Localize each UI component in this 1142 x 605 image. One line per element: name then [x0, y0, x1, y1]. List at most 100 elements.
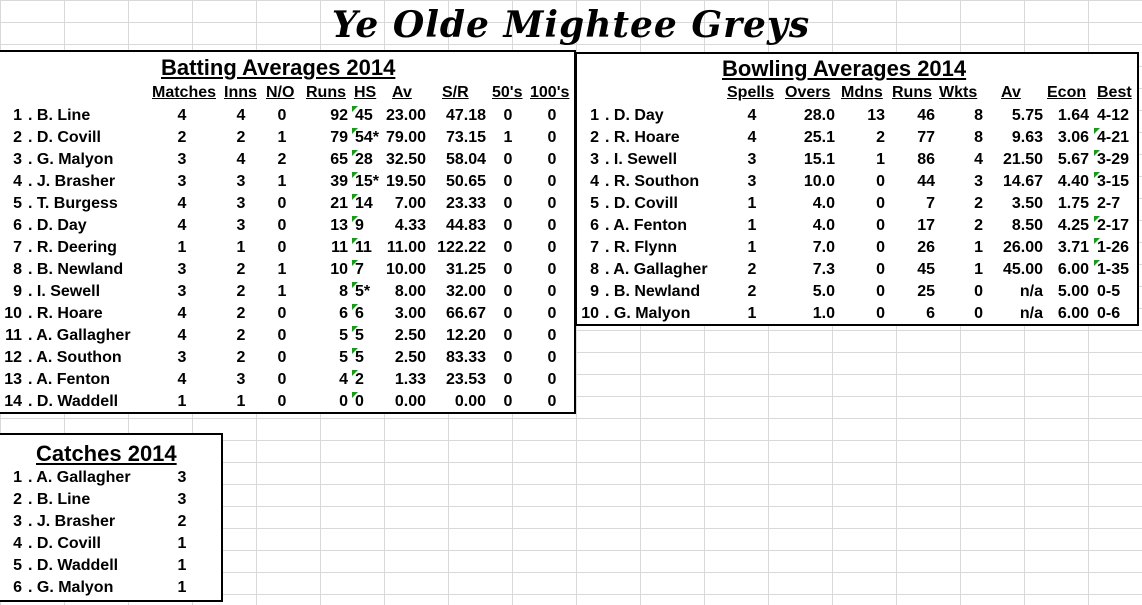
catches-name: . D. Waddell — [28, 557, 119, 574]
batting-hs: 5 — [355, 327, 364, 344]
batting-fifties: 0 — [503, 327, 513, 344]
batting-matches: 3 — [177, 173, 187, 190]
batting-row: 2 . D. Covill 2 2 1 79 54* 79.00 73.15 1 0 — [0, 127, 574, 149]
batting-hundreds: 0 — [547, 129, 557, 146]
bowling-rank: 7 — [590, 239, 599, 256]
batting-fifties: 0 — [503, 393, 513, 410]
catches-count: 1 — [177, 557, 187, 574]
batting-av: 11.00 — [386, 239, 426, 256]
batting-inns: 3 — [236, 173, 246, 190]
batting-row: 6 . D. Day 4 3 0 13 9 4.33 44.83 0 0 — [0, 215, 574, 237]
catches-name: . B. Line — [28, 491, 91, 508]
batting-inns: 2 — [236, 327, 246, 344]
bowling-av: n/a — [1019, 283, 1043, 300]
bowling-rank: 4 — [590, 173, 599, 190]
bowling-wkts: 8 — [974, 107, 983, 124]
catches-rank: 2 — [13, 491, 22, 508]
batting-runs: 0 — [339, 393, 348, 410]
bowling-runs: 86 — [917, 151, 935, 168]
bowling-econ: 4.40 — [1057, 173, 1089, 190]
batting-fifties: 0 — [503, 371, 513, 388]
batting-rank: 6 — [13, 217, 22, 234]
batting-runs: 4 — [339, 371, 348, 388]
batting-hundreds: 0 — [547, 239, 557, 256]
bowling-rank: 1 — [590, 107, 599, 124]
batting-matches: 4 — [177, 305, 187, 322]
batting-hundreds: 0 — [547, 305, 557, 322]
bowling-mdns: 0 — [876, 305, 885, 322]
catches-title: Catches 2014 — [36, 441, 177, 466]
bowling-name: . A. Gallagher — [605, 261, 708, 278]
catches-rank: 6 — [13, 579, 22, 596]
bowling-runs: 44 — [917, 173, 935, 190]
batting-hundreds: 0 — [547, 327, 557, 344]
bowling-wkts: 0 — [974, 283, 983, 300]
bowling-rank: 2 — [590, 129, 599, 146]
batting-av: 19.50 — [385, 173, 426, 190]
batting-inns: 1 — [236, 239, 246, 256]
bowling-spells: 1 — [747, 305, 757, 322]
bowling-overs: 15.1 — [803, 151, 835, 168]
batting-runs: 11 — [331, 239, 348, 256]
batting-runs: 21 — [330, 195, 348, 212]
batting-inns: 3 — [236, 371, 246, 388]
bowling-row: 1 . D. Day 4 28.0 13 46 8 5.75 1.64 4-12 — [577, 105, 1137, 127]
comment-marker — [1094, 216, 1100, 222]
bowling-header-3: Runs — [892, 84, 932, 101]
batting-av: 2.50 — [394, 327, 426, 344]
comment-marker — [352, 260, 358, 266]
batting-sr: 66.67 — [445, 305, 486, 322]
comment-marker — [352, 392, 358, 398]
batting-hs: 45 — [355, 107, 373, 124]
batting-runs: 5 — [339, 327, 348, 344]
bowling-title: Bowling Averages 2014 — [722, 56, 967, 81]
bowling-row: 9. B. Newland 2 5.0 0 25 0 n/a 5.00 0-5 — [577, 281, 1137, 303]
comment-marker — [1094, 150, 1100, 156]
batting-fifties: 0 — [503, 217, 513, 234]
catches-row: 3 . J. Brasher 2 — [0, 511, 221, 533]
bowling-av: n/a — [1019, 305, 1043, 322]
comment-marker — [1094, 238, 1100, 244]
bowling-rank: 8 — [590, 261, 599, 278]
catches-count: 3 — [177, 491, 187, 508]
bowling-rank: 9 — [590, 283, 599, 300]
batting-hs: 6 — [355, 305, 364, 322]
batting-runs: 6 — [339, 305, 348, 322]
bowling-runs: 77 — [917, 129, 935, 146]
bowling-mdns: 13 — [867, 107, 885, 124]
batting-matches: 4 — [177, 107, 187, 124]
bowling-row: 8 . A. Gallagher 2 7.3 0 45 1 45.00 6.00 1-35 — [577, 259, 1137, 281]
batting-rank: 7 — [13, 239, 22, 256]
batting-runs: 39 — [330, 173, 348, 190]
bowling-name: . R. Hoare — [605, 129, 680, 146]
bowling-av: 8.50 — [1011, 217, 1043, 234]
batting-hs: 0 — [355, 393, 364, 410]
bowling-header-2: Mdns — [841, 84, 883, 101]
batting-row: 5 . T. Burgess 4 3 0 21 14 7.00 23.33 0 0 — [0, 193, 574, 215]
batting-inns: 2 — [236, 305, 246, 322]
comment-marker — [352, 326, 358, 332]
bowling-header-1: Overs — [785, 84, 831, 101]
comment-marker — [1094, 172, 1100, 178]
bowling-name: . B. Newland — [605, 283, 701, 300]
bowling-av: 21.50 — [1002, 151, 1043, 168]
bowling-runs: 25 — [917, 283, 935, 300]
batting-runs: 8 — [339, 283, 348, 300]
comment-marker — [352, 150, 358, 156]
bowling-av: 9.63 — [1011, 129, 1043, 146]
bowling-wkts: 1 — [974, 239, 983, 256]
batting-header-8: 100's — [530, 84, 570, 101]
comment-marker — [352, 238, 358, 244]
batting-fifties: 0 — [503, 239, 513, 256]
batting-no: 0 — [277, 393, 287, 410]
bowling-overs: 4.0 — [812, 195, 835, 212]
batting-sr: 44.83 — [445, 217, 486, 234]
batting-header-1: Inns — [224, 84, 257, 101]
bowling-row: 6 . A. Fenton 1 4.0 0 17 2 8.50 4.25 2-17 — [577, 215, 1137, 237]
batting-sr: 83.33 — [445, 349, 486, 366]
bowling-overs: 5.0 — [812, 283, 835, 300]
batting-fifties: 0 — [503, 261, 513, 278]
batting-name: . R. Deering — [28, 239, 117, 256]
catches-name: . D. Covill — [28, 535, 101, 552]
batting-header-0: Matches — [152, 84, 217, 101]
